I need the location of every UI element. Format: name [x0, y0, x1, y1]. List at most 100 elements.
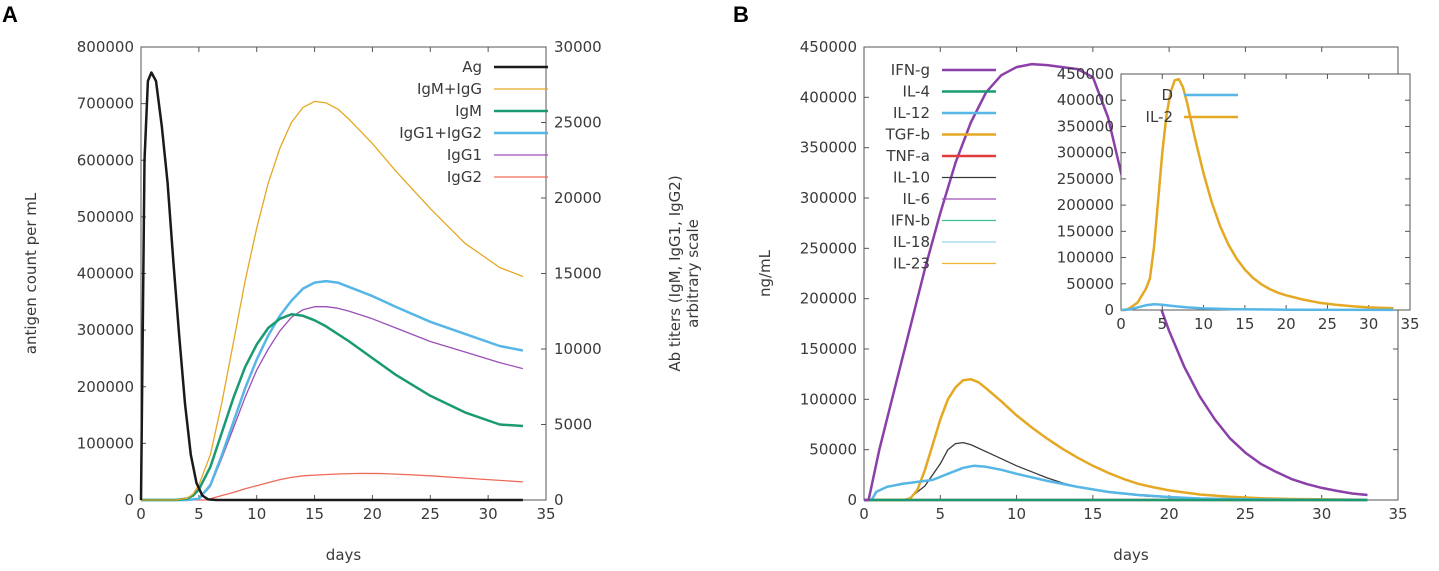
- b-y-tick-label: 0: [847, 491, 857, 509]
- inset-y-tick-label: 0: [1104, 301, 1114, 319]
- b-x-tick-label: 25: [1236, 505, 1255, 523]
- a-y2-axis-label: arbitrary scale: [684, 219, 702, 328]
- inset-y-tick-label: 200000: [1057, 196, 1114, 214]
- a-legend-label-igg1: IgG1: [447, 146, 482, 164]
- b-x-tick-label: 0: [859, 505, 869, 523]
- a-x-tick-label: 10: [247, 505, 266, 523]
- a-series-igg1-line: [141, 306, 524, 501]
- a-x-tick-label: 35: [536, 505, 555, 523]
- b-x-axis-label: days: [1113, 546, 1149, 564]
- a-y2-tick-label: 15000: [554, 265, 602, 283]
- b-x-tick-label: 10: [1007, 505, 1026, 523]
- chart-panel-a: 0 5 10 15 20 25 30 3501000002000003000004000005…: [22, 38, 702, 564]
- a-legend-label-igg2: IgG2: [447, 168, 482, 186]
- a-x-tick-label: 5: [194, 505, 204, 523]
- b-legend-label-ifn-b: IFN-b: [891, 212, 930, 230]
- a-series-igg1-igg2-line: [141, 279, 524, 502]
- inset-x-tick-label: 0: [1116, 315, 1126, 333]
- inset-x-tick-label: 10: [1194, 315, 1213, 333]
- b-legend-label-tgf-b: TGF-b: [885, 126, 930, 144]
- a-y-axis-label: antigen count per mL: [22, 192, 40, 354]
- b-series-ifn-g-line: [864, 62, 1368, 502]
- inset-y-tick-label: 400000: [1057, 91, 1114, 109]
- a-x-axis-label: days: [326, 546, 362, 564]
- inset-x-tick-label: 35: [1400, 315, 1419, 333]
- a-y-tick-label: 300000: [77, 321, 134, 339]
- b-series-tgf-b-line: [864, 377, 1368, 502]
- a-x-tick-label: 0: [136, 505, 146, 523]
- inset-x-tick-label: 20: [1277, 315, 1296, 333]
- inset-x-tick-label: 5: [1158, 315, 1168, 333]
- inset-y-tick-label: 300000: [1057, 144, 1114, 162]
- inset-y-tick-label: 150000: [1057, 222, 1114, 240]
- b-legend-label-il-23: IL-23: [893, 255, 930, 273]
- b-y-axis-label: ng/mL: [756, 249, 774, 297]
- a-y2-tick-label: 5000: [554, 416, 592, 434]
- a-y2-tick-label: 10000: [554, 340, 602, 358]
- b-x-tick-label: 15: [1083, 505, 1102, 523]
- b-y-tick-label: 100000: [800, 390, 857, 408]
- b-legend-label-ifn-g: IFN-g: [891, 61, 930, 79]
- a-y-tick-label: 200000: [77, 378, 134, 396]
- a-series-igm-line: [141, 313, 523, 502]
- a-y2-axis-label: Ab titers (IgM, IgG1, IgG2): [666, 175, 684, 371]
- a-legend-label-igg1-igg2: IgG1+IgG2: [399, 124, 482, 142]
- b-legend-label-il-4: IL-4: [903, 83, 930, 101]
- b-y-tick-label: 200000: [800, 290, 857, 308]
- a-y-tick-label: 100000: [77, 434, 134, 452]
- a-y-tick-label: 0: [124, 491, 134, 509]
- b-legend-label-tnf-a: TNF-a: [885, 147, 930, 165]
- inset-background: [1121, 74, 1410, 310]
- inset-legend-label-d: D: [1161, 86, 1173, 104]
- a-y2-tick-label: 30000: [554, 38, 602, 56]
- inset-y-tick-label: 250000: [1057, 170, 1114, 188]
- b-y-tick-label: 450000: [800, 38, 857, 56]
- a-legend-label-ag: Ag: [462, 58, 482, 76]
- b-legend-label-il-12: IL-12: [893, 104, 930, 122]
- inset-legend-label-il-2: IL-2: [1146, 108, 1173, 126]
- inset-x-tick-label: 15: [1235, 315, 1254, 333]
- a-series-igg2-line: [141, 472, 523, 501]
- b-legend-label-il-18: IL-18: [893, 233, 930, 251]
- b-series-il-10-line: [864, 441, 1368, 501]
- inset-series-d-line: [1120, 302, 1394, 312]
- b-y-tick-label: 300000: [800, 189, 857, 207]
- b-series-il-12-line: [864, 464, 1368, 502]
- a-legend-label-igm: IgM: [455, 102, 482, 120]
- a-y2-tick-label: 0: [554, 491, 564, 509]
- inset-x-tick-label: 25: [1318, 315, 1337, 333]
- b-y-tick-label: 350000: [800, 139, 857, 157]
- b-x-tick-label: 5: [936, 505, 946, 523]
- a-y-tick-label: 600000: [77, 151, 134, 169]
- b-y-tick-label: 400000: [800, 88, 857, 106]
- panel-b-letter: B: [733, 2, 749, 27]
- b-y-tick-label: 250000: [800, 239, 857, 257]
- inset-y-tick-label: 350000: [1057, 117, 1114, 135]
- a-x-tick-label: 25: [421, 505, 440, 523]
- a-legend-label-igm-igg: IgM+IgG: [417, 80, 482, 98]
- a-x-tick-label: 20: [363, 505, 382, 523]
- b-legend-label-il-10: IL-10: [893, 169, 930, 187]
- b-y-tick-label: 150000: [800, 340, 857, 358]
- a-y2-tick-label: 20000: [554, 189, 602, 207]
- a-y-tick-label: 800000: [77, 38, 134, 56]
- a-y-tick-label: 500000: [77, 208, 134, 226]
- inset-y-tick-label: 100000: [1057, 249, 1114, 267]
- inset-y-tick-label: 450000: [1057, 65, 1114, 83]
- b-x-tick-label: 20: [1160, 505, 1179, 523]
- a-x-tick-label: 15: [305, 505, 324, 523]
- a-y-tick-label: 400000: [77, 265, 134, 283]
- panel-a-letter: A: [2, 2, 18, 27]
- a-x-tick-label: 30: [479, 505, 498, 523]
- a-series-ag-line: [139, 71, 523, 502]
- chart-panel-b-inset: 0 5 10 15 20 25 30 35 0 50000 100000 150000 200000 25…: [1057, 65, 1420, 333]
- chart-panel-b: 0 5 10 15 20 25 30 35 0 50000 100000 150000 200000 25…: [756, 38, 1408, 564]
- inset-y-tick-label: 50000: [1066, 275, 1114, 293]
- b-x-tick-label: 30: [1312, 505, 1331, 523]
- a-y-tick-label: 700000: [77, 95, 134, 113]
- b-y-tick-label: 50000: [809, 441, 857, 459]
- b-x-tick-label: 35: [1388, 505, 1407, 523]
- inset-x-tick-label: 30: [1359, 315, 1378, 333]
- a-y2-tick-label: 25000: [554, 114, 602, 132]
